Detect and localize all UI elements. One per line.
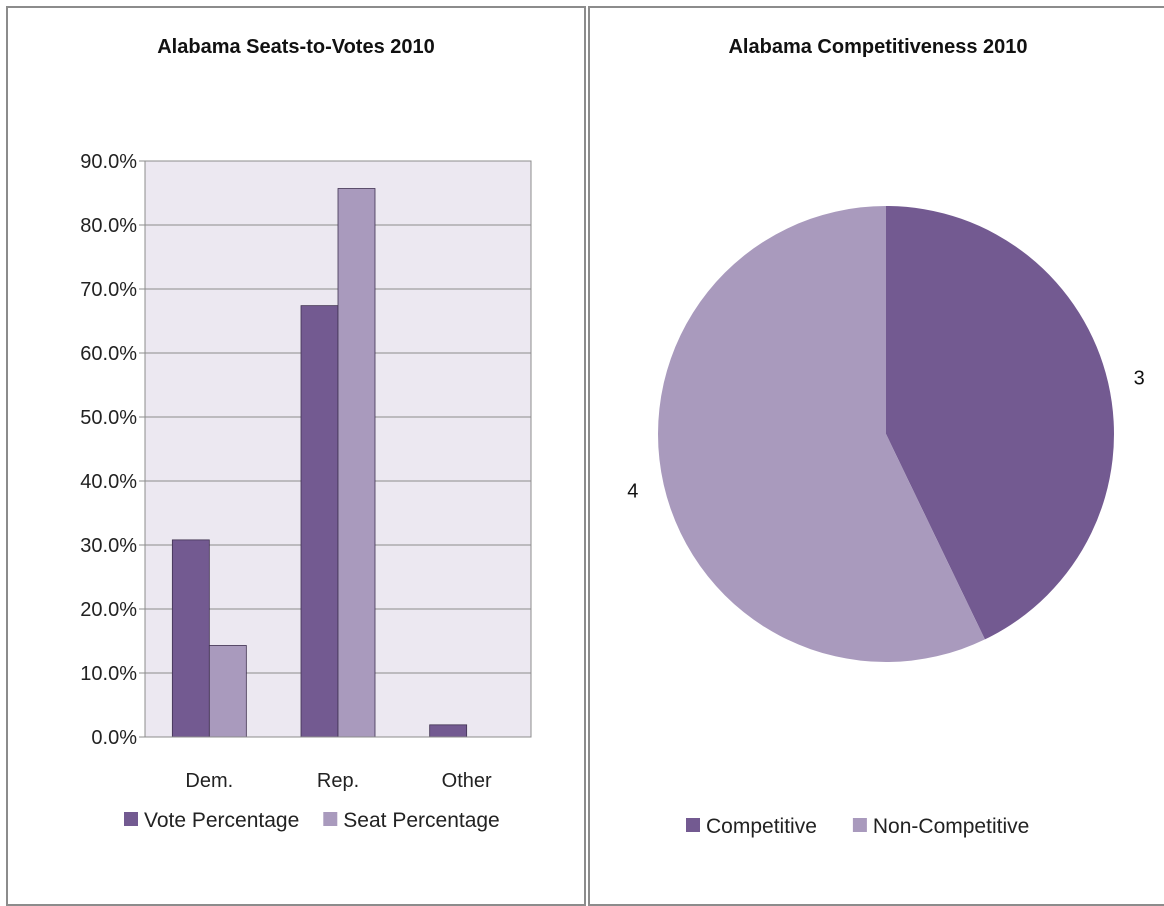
y-tick-label: 50.0% [80, 407, 137, 429]
bar [429, 724, 468, 738]
legend-label: Non-Competitive [873, 815, 1029, 838]
y-tick-label: 90.0% [80, 151, 137, 173]
bar [171, 539, 210, 738]
legend-swatch [686, 818, 700, 832]
competitiveness-chart-panel: Alabama Competitiveness 2010 3 4 Competiti… [588, 6, 1164, 906]
bar-chart: 0.0% 10.0% 20.0% 30.0% 40.0% 50.0% 60.0% 70.0% 8… [80, 151, 532, 832]
legend-label: Competitive [706, 815, 817, 838]
pie-chart: 3 4 Competitive Non-Competitive [627, 206, 1145, 838]
pie-chart-title: Alabama Competitiveness 2010 [728, 36, 1028, 58]
y-tick-label: 10.0% [80, 663, 137, 685]
pie-slice [657, 206, 985, 662]
x-tick-label: Other [442, 770, 492, 792]
pie-data-label: 4 [627, 481, 638, 503]
pie-data-label: 3 [1134, 367, 1145, 389]
legend-swatch [852, 818, 867, 832]
y-tick-label: 70.0% [80, 279, 137, 301]
y-tick-label: 40.0% [80, 471, 137, 493]
bar [300, 305, 339, 738]
y-tick-label: 0.0% [91, 727, 137, 749]
bar [337, 188, 376, 738]
legend-label: Seat Percentage [343, 809, 499, 832]
x-tick-label: Rep. [317, 770, 359, 792]
legend-swatch [124, 812, 138, 826]
legend-label: Vote Percentage [144, 809, 299, 832]
legend-swatch [323, 812, 338, 826]
x-tick-label: Dem. [185, 770, 233, 792]
seats-votes-chart-panel: Alabama Seats-to-Votes 2010 0.0% 10.0% 20.… [6, 6, 586, 906]
bar [208, 645, 247, 738]
bar-chart-title: Alabama Seats-to-Votes 2010 [157, 36, 435, 58]
y-tick-label: 60.0% [80, 343, 137, 365]
pie-slice [886, 206, 1114, 640]
y-tick-label: 20.0% [80, 599, 137, 621]
y-tick-label: 30.0% [80, 535, 137, 557]
y-tick-label: 80.0% [80, 215, 137, 237]
